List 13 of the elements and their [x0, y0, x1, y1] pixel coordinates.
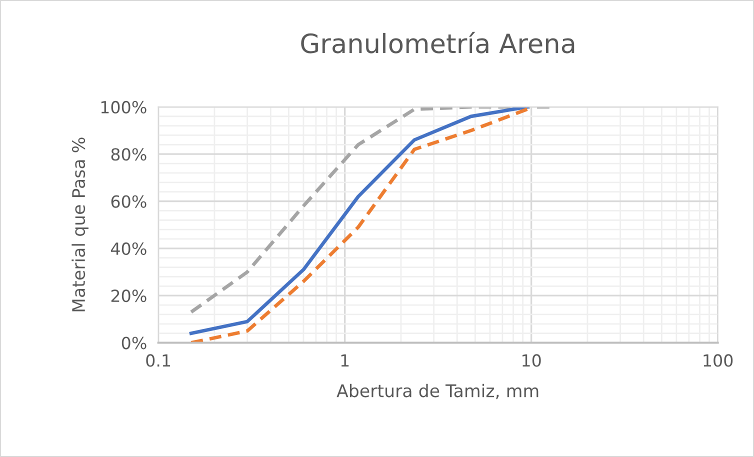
x-tick-label: 100	[704, 354, 733, 367]
x-tick-label: 10	[522, 354, 541, 367]
y-tick-label: 60%	[111, 195, 146, 208]
y-tick-label: 40%	[111, 242, 146, 255]
x-axis-title: Abertura de Tamiz, mm	[336, 384, 538, 400]
x-tick-label: 1	[341, 354, 349, 367]
y-tick-label: 0%	[122, 336, 146, 350]
y-axis-title: Material que Pasa %	[72, 138, 88, 312]
y-tick-label: 20%	[111, 290, 146, 302]
y-tick-label: 100%	[101, 100, 146, 114]
x-tick-label: 0.1	[146, 354, 170, 367]
y-tick-label: 80%	[111, 148, 146, 161]
chart-title: Granulometría Arena	[301, 32, 574, 54]
